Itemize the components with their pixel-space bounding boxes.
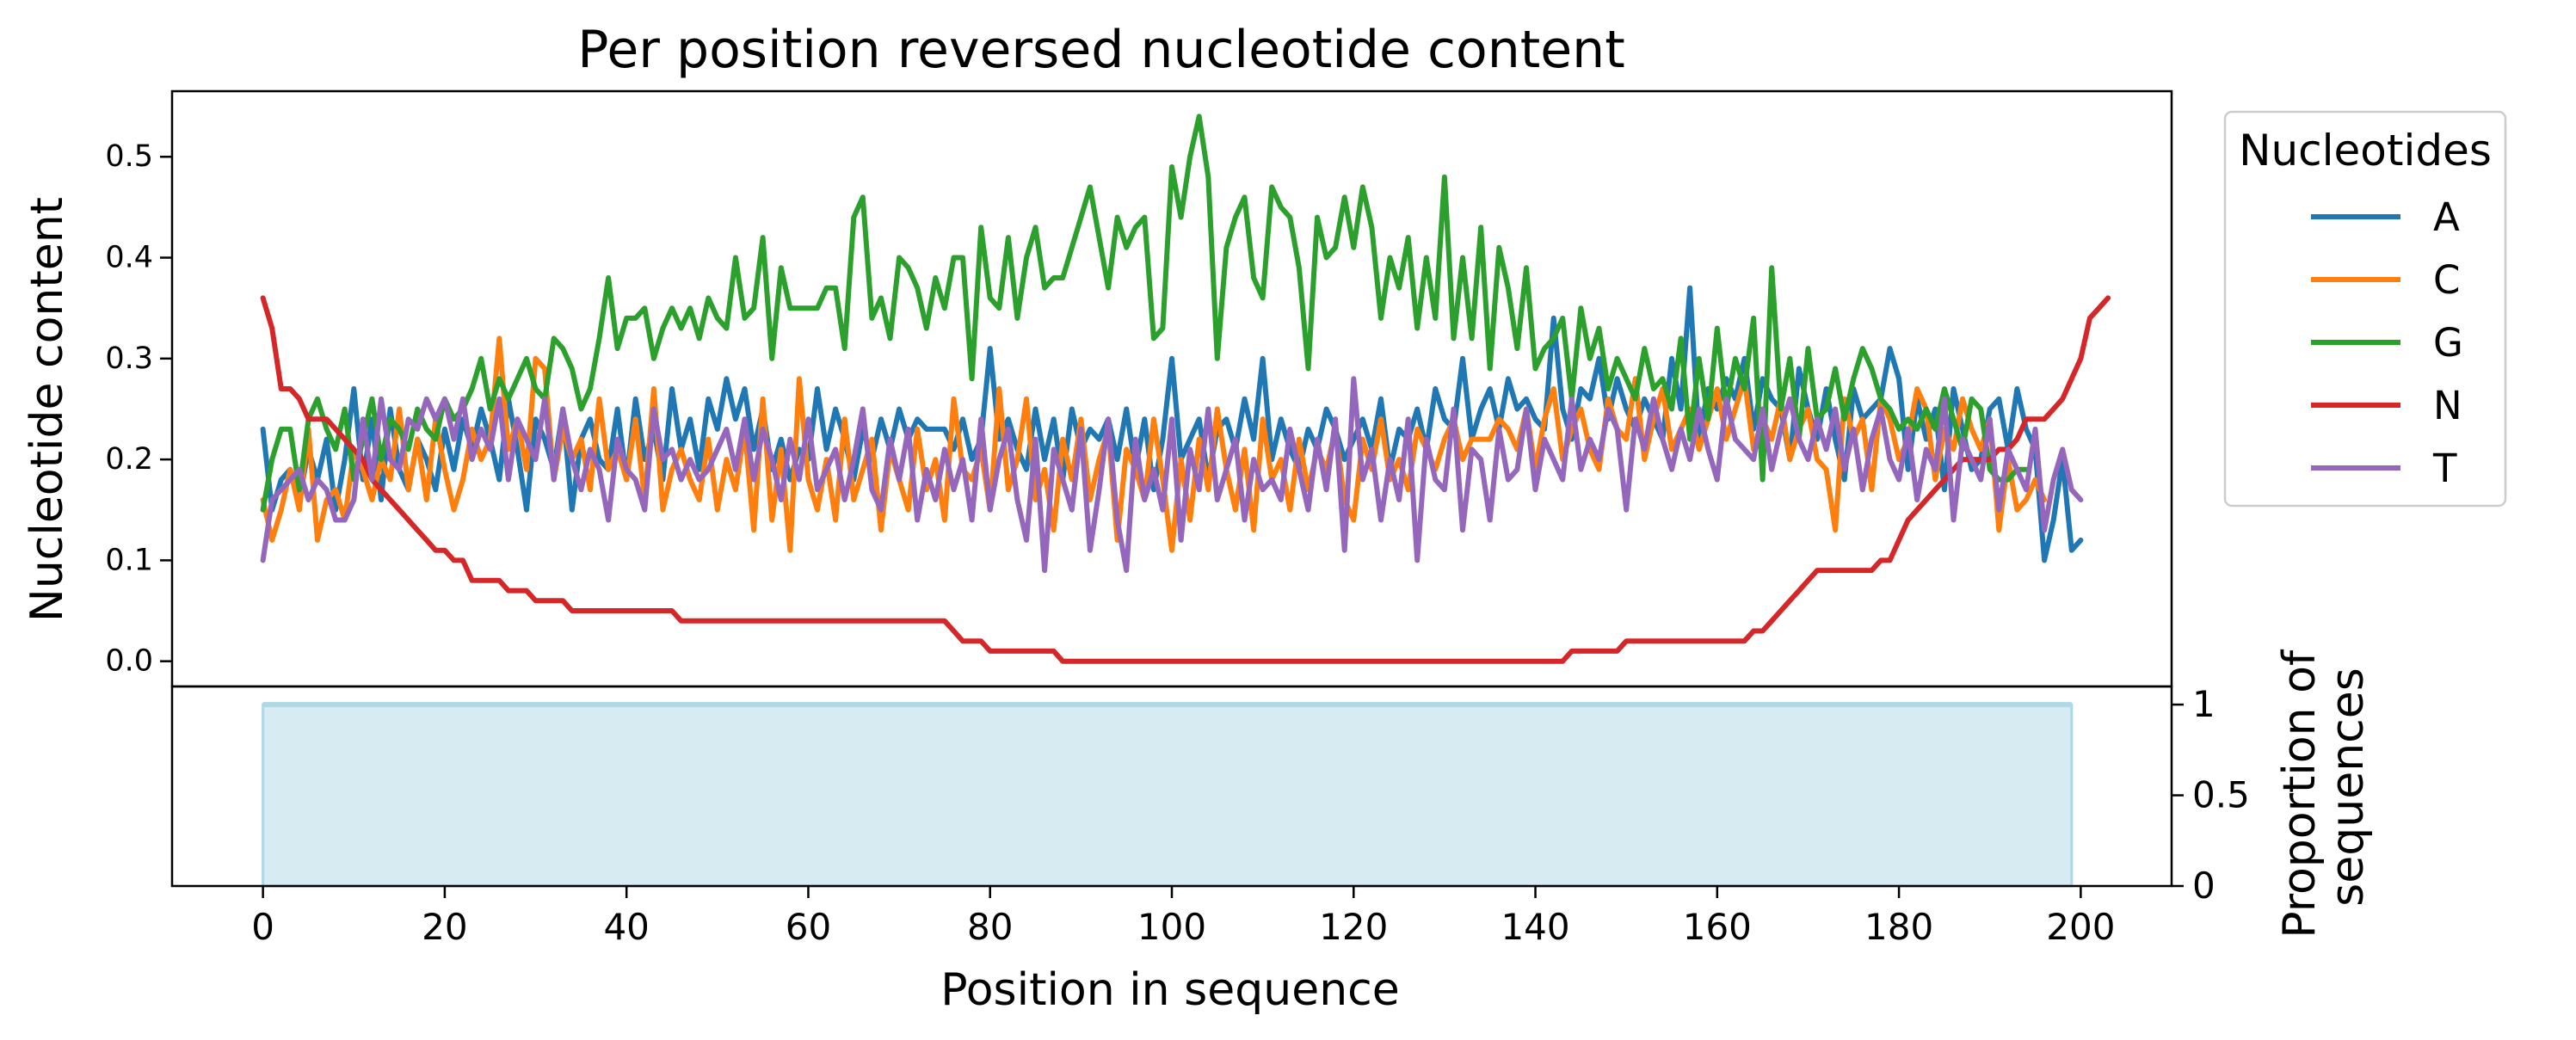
x-tick-label: 100 xyxy=(1137,906,1206,948)
legend-label-C: C xyxy=(2433,257,2460,303)
bottom-plot-frame xyxy=(170,685,2173,888)
legend-label-A: A xyxy=(2433,194,2460,240)
proportion-axis-title: Proportion of sequences xyxy=(2274,636,2374,938)
top-panel: 0.0 0.1 0.2 0.3 0.4 0.5 xyxy=(105,89,2173,688)
legend-label-N: N xyxy=(2433,383,2462,428)
top-y-ticks: 0.0 0.1 0.2 0.3 0.4 0.5 xyxy=(105,139,172,679)
y-axis-title: Nucleotide content xyxy=(22,197,73,622)
x-tick-label: 20 xyxy=(422,906,467,948)
x-tick-label: 120 xyxy=(1319,906,1388,948)
y-tick-label: 0.1 xyxy=(105,543,153,577)
series-line-T xyxy=(260,376,2084,574)
y-tick-label: 0.2 xyxy=(105,442,153,477)
series-lines xyxy=(260,114,2111,664)
proportion-area xyxy=(262,703,2074,888)
y-tick-label: 0.4 xyxy=(105,241,153,275)
legend-frame xyxy=(2223,110,2507,508)
proportion-y-ticks: 00.51 xyxy=(2172,683,2250,907)
x-tick-label: 180 xyxy=(1864,906,1933,948)
x-tick-label: 80 xyxy=(967,906,1013,948)
bottom-panel: 00.51 0 20 40 60 80 100 120 140 160 180 200 xyxy=(170,683,2250,948)
x-tick-label: 0 xyxy=(251,906,274,948)
series-line-N xyxy=(260,295,2111,664)
proportion-tick-label: 0 xyxy=(2192,865,2215,907)
y-tick-label: 0.5 xyxy=(105,139,153,174)
series-line-G xyxy=(260,114,2029,513)
legend-label-G: G xyxy=(2433,320,2463,366)
x-tick-label: 200 xyxy=(2046,906,2115,948)
y-tick-label: 0.0 xyxy=(105,644,153,679)
proportion-axis-title-line2: sequences xyxy=(2322,668,2374,907)
chart-title: Per position reversed nucleotide content xyxy=(577,20,1624,80)
x-ticks: 0 20 40 60 80 100 120 140 160 180 200 xyxy=(251,886,2115,948)
proportion-axis-title-line1: Proportion of xyxy=(2274,649,2326,938)
x-tick-label: 160 xyxy=(1683,906,1752,948)
x-tick-label: 60 xyxy=(786,906,831,948)
legend-title: Nucleotides xyxy=(2239,126,2492,175)
y-tick-label: 0.3 xyxy=(105,342,153,376)
x-axis-title: Position in sequence xyxy=(940,964,1400,1016)
legend-label-T: T xyxy=(2432,446,2457,491)
x-tick-label: 40 xyxy=(603,906,649,948)
proportion-tick-label: 1 xyxy=(2192,683,2215,725)
x-tick-label: 140 xyxy=(1501,906,1569,948)
proportion-tick-label: 0.5 xyxy=(2192,774,2250,816)
